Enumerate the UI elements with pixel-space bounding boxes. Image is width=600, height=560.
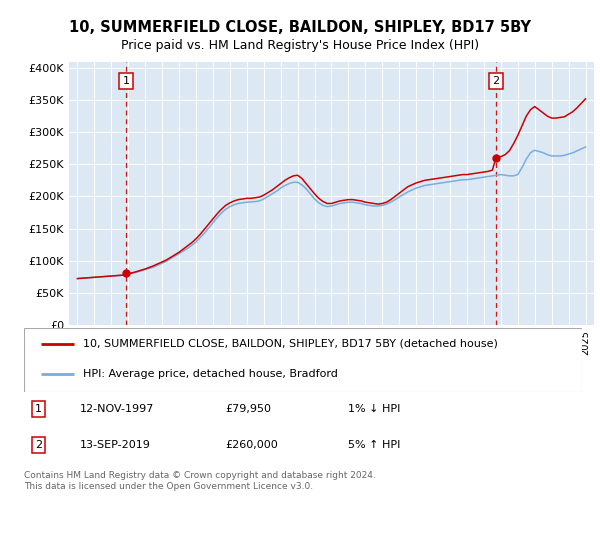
- Text: 13-SEP-2019: 13-SEP-2019: [80, 440, 151, 450]
- Text: Price paid vs. HM Land Registry's House Price Index (HPI): Price paid vs. HM Land Registry's House …: [121, 39, 479, 52]
- Text: 10, SUMMERFIELD CLOSE, BAILDON, SHIPLEY, BD17 5BY (detached house): 10, SUMMERFIELD CLOSE, BAILDON, SHIPLEY,…: [83, 339, 497, 349]
- Text: 2: 2: [493, 76, 500, 86]
- Text: 2: 2: [35, 440, 42, 450]
- Text: 10, SUMMERFIELD CLOSE, BAILDON, SHIPLEY, BD17 5BY: 10, SUMMERFIELD CLOSE, BAILDON, SHIPLEY,…: [69, 20, 531, 35]
- Text: Contains HM Land Registry data © Crown copyright and database right 2024.
This d: Contains HM Land Registry data © Crown c…: [24, 471, 376, 491]
- Text: £79,950: £79,950: [225, 404, 271, 414]
- Text: 5% ↑ HPI: 5% ↑ HPI: [347, 440, 400, 450]
- Text: 1% ↓ HPI: 1% ↓ HPI: [347, 404, 400, 414]
- Text: 12-NOV-1997: 12-NOV-1997: [80, 404, 154, 414]
- Text: 1: 1: [35, 404, 42, 414]
- Text: HPI: Average price, detached house, Bradford: HPI: Average price, detached house, Brad…: [83, 369, 337, 379]
- Text: 1: 1: [122, 76, 130, 86]
- Text: £260,000: £260,000: [225, 440, 278, 450]
